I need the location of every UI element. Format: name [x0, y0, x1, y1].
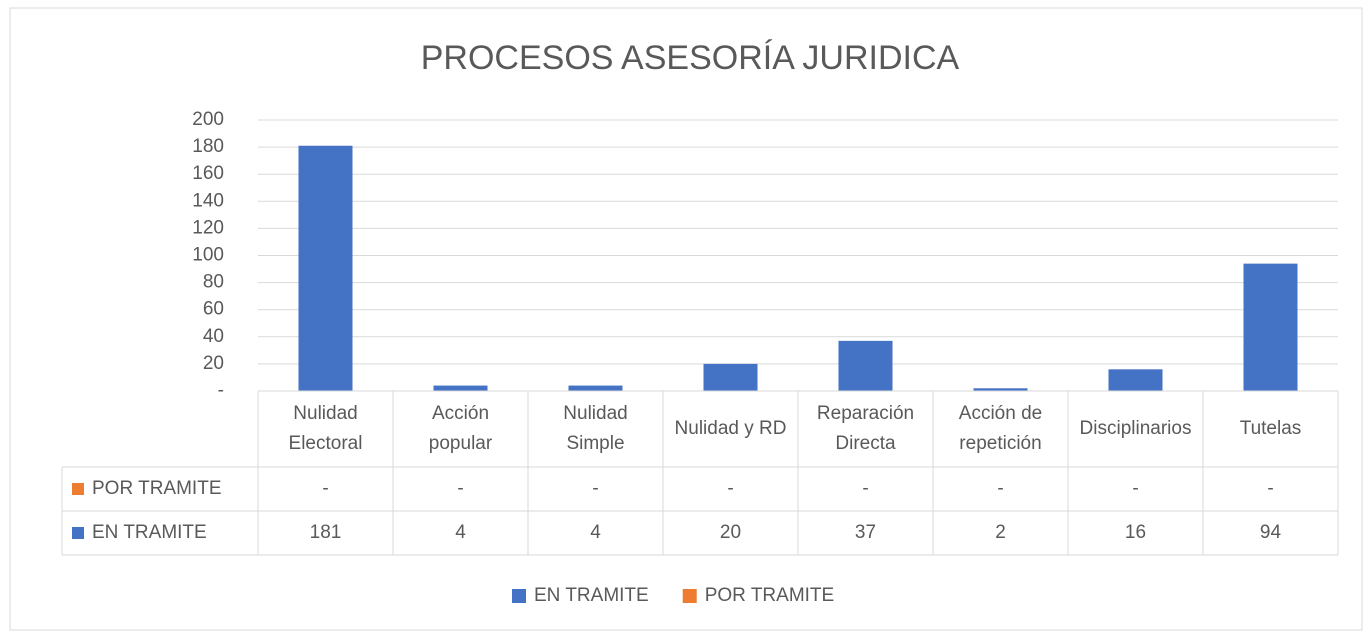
- y-tick-label: 120: [192, 217, 224, 238]
- data-label: 20: [720, 522, 741, 543]
- y-tick-label: 140: [192, 190, 224, 211]
- data-label: -: [862, 478, 868, 499]
- data-label: -: [592, 478, 598, 499]
- legend-key: [512, 589, 526, 603]
- legend-key: [72, 527, 84, 539]
- data-label: -: [457, 478, 463, 499]
- legend-key: [72, 483, 84, 495]
- y-tick-label: 180: [192, 136, 224, 157]
- data-label: -: [997, 478, 1003, 499]
- row-label: POR TRAMITE: [92, 478, 222, 499]
- data-label: 94: [1260, 522, 1282, 543]
- y-tick-label: 200: [192, 109, 224, 130]
- data-label: -: [1132, 478, 1138, 499]
- row-label: EN TRAMITE: [92, 522, 207, 543]
- category-label: Disciplinarios: [1079, 418, 1192, 439]
- bar: [1108, 369, 1163, 391]
- category-label: Nulidad y RD: [674, 418, 787, 439]
- bar: [568, 385, 623, 391]
- category-label: Tutelas: [1239, 418, 1302, 439]
- category-label: Nulidad Simple: [563, 403, 628, 454]
- category-label: Nulidad Electoral: [288, 403, 363, 454]
- y-tick-label: 40: [203, 326, 224, 347]
- data-label: 37: [855, 522, 876, 543]
- y-tick-label: 80: [203, 272, 224, 293]
- bar: [433, 385, 488, 391]
- legend-label: EN TRAMITE: [534, 585, 649, 606]
- bar: [973, 388, 1028, 391]
- bar: [298, 145, 353, 391]
- data-label: 181: [310, 522, 342, 543]
- y-tick-label: 160: [192, 163, 224, 184]
- data-label: -: [727, 478, 733, 499]
- category-label: Reparación Directa: [816, 403, 915, 454]
- data-label: -: [322, 478, 328, 499]
- category-label: Acción de repetición: [958, 403, 1043, 454]
- data-label: 16: [1125, 522, 1146, 543]
- y-tick-label: 100: [192, 245, 224, 266]
- data-label: 4: [455, 522, 466, 543]
- data-label: -: [1267, 478, 1273, 499]
- data-label: 4: [590, 522, 601, 543]
- data-label: 2: [995, 522, 1006, 543]
- bar: [1243, 263, 1298, 391]
- y-tick-label: 20: [203, 353, 224, 374]
- chart-border: [9, 7, 1363, 631]
- bar: [703, 363, 758, 391]
- category-label: Acción popular: [428, 403, 493, 454]
- legend-label: POR TRAMITE: [705, 585, 835, 606]
- y-tick-label: 60: [203, 299, 224, 320]
- chart-title: PROCESOS ASESORÍA JURIDICA: [421, 39, 960, 77]
- y-tick-label: -: [218, 380, 224, 401]
- legend-key: [682, 589, 697, 603]
- bar: [838, 340, 893, 391]
